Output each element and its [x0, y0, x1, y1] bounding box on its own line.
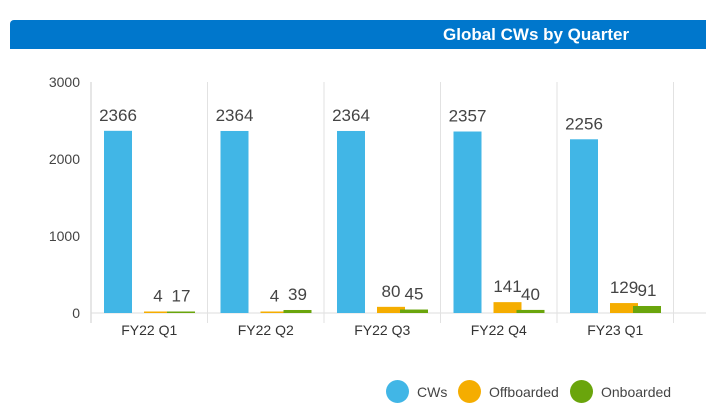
- bar-offboarded: [260, 311, 289, 313]
- data-label: 17: [172, 287, 191, 306]
- x-tick-label: FY22 Q4: [471, 322, 527, 338]
- bar-onboarded: [283, 309, 312, 313]
- data-label: 2364: [332, 106, 370, 125]
- legend-label: Onboarded: [601, 383, 672, 400]
- bar-cws: [220, 130, 249, 313]
- data-label: 2364: [216, 106, 254, 125]
- bar-offboarded: [377, 306, 405, 313]
- legend-item-onboarded[interactable]: Onboarded: [570, 380, 671, 403]
- legend-marker-icon: [458, 380, 481, 403]
- bar-offboarded: [610, 303, 638, 313]
- data-label: 2256: [565, 114, 603, 133]
- chart-title: Global CWs by Quarter: [443, 25, 630, 44]
- data-label: 91: [638, 281, 657, 300]
- legend-marker-icon: [570, 380, 593, 403]
- bar-cws: [337, 130, 365, 313]
- bar-onboarded: [400, 309, 428, 313]
- data-label: 45: [405, 285, 424, 304]
- bar-offboarded: [493, 302, 522, 313]
- x-tick-label: FY22 Q3: [354, 322, 410, 338]
- y-tick-label: 0: [72, 305, 80, 321]
- legend-item-offboarded[interactable]: Offboarded: [458, 380, 559, 403]
- y-tick-label: 3000: [49, 74, 80, 90]
- bar-onboarded: [516, 309, 545, 313]
- bar-onboarded: [633, 305, 661, 313]
- data-label: 2366: [99, 106, 137, 125]
- bar-cws: [104, 130, 132, 313]
- legend-label: CWs: [417, 383, 448, 400]
- bar-cws: [453, 131, 482, 313]
- legend-label: Offboarded: [489, 383, 559, 400]
- legend-marker-icon: [386, 380, 409, 403]
- x-tick-label: FY22 Q1: [121, 322, 177, 338]
- y-tick-label: 2000: [49, 151, 80, 167]
- data-label: 141: [493, 277, 521, 296]
- y-tick-label: 1000: [49, 228, 80, 244]
- x-tick-label: FY23 Q1: [587, 322, 643, 338]
- bar-cws: [570, 139, 598, 313]
- data-label: 4: [270, 287, 279, 306]
- legend-item-cws[interactable]: CWs: [386, 380, 447, 403]
- data-label: 129: [610, 278, 638, 297]
- data-label: 40: [521, 285, 540, 304]
- data-label: 39: [288, 285, 307, 304]
- title-bar: [10, 20, 706, 49]
- data-label: 80: [382, 282, 401, 301]
- bar-offboarded: [144, 311, 172, 313]
- bar-onboarded: [167, 311, 195, 313]
- data-label: 4: [153, 287, 162, 306]
- data-label: 2357: [449, 107, 487, 126]
- x-tick-label: FY22 Q2: [238, 322, 294, 338]
